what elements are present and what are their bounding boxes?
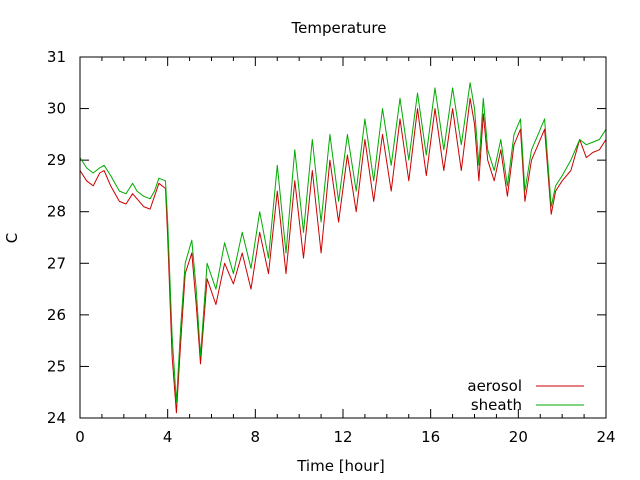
x-axis-label: Time [hour]	[296, 457, 385, 475]
x-tick-label: 8	[251, 428, 261, 446]
series-lines	[79, 82, 607, 414]
y-tick-label: 31	[47, 48, 66, 66]
x-tick-label: 12	[333, 428, 352, 446]
series-line-aerosol	[79, 97, 607, 414]
y-tick-label: 26	[47, 306, 66, 324]
x-tick-label: 0	[75, 428, 85, 446]
chart-title: Temperature	[290, 19, 386, 37]
x-tick-label: 4	[163, 428, 173, 446]
x-tick-label: 16	[421, 428, 440, 446]
y-tick-label: 28	[47, 203, 66, 221]
y-tick-label: 30	[47, 100, 66, 118]
y-axis-label: C	[3, 233, 21, 243]
y-tick-label: 25	[47, 357, 66, 375]
series-line-sheath	[79, 82, 607, 403]
plot-frame	[79, 56, 607, 419]
x-tick-label: 24	[596, 428, 615, 446]
legend-label-sheath: sheath	[471, 396, 522, 414]
y-tick-label: 27	[47, 254, 66, 272]
y-tick-label: 24	[47, 409, 66, 427]
x-tick-label: 20	[509, 428, 528, 446]
axis-ticks: 0 4 8 12 16 20 24 24 25 26 27 28 29 30 31	[47, 48, 616, 446]
legend-label-aerosol: aerosol	[467, 377, 522, 395]
y-tick-label: 29	[47, 151, 66, 169]
legend: aerosol sheath	[467, 377, 584, 414]
